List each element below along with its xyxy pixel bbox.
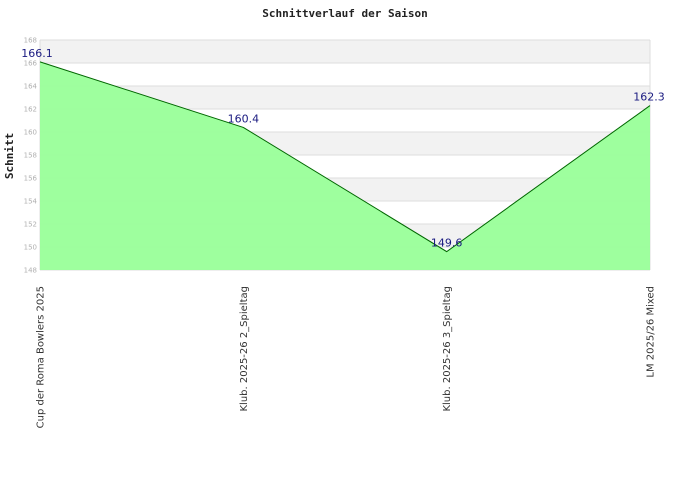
series-line [39, 61, 651, 253]
y-tick-label: 168 [24, 37, 37, 45]
data-labels: 166.1 160.4 149.6 162.3 [21, 47, 665, 250]
data-area [39, 61, 651, 270]
y-tick-label: 156 [24, 175, 38, 183]
x-tick-label: Cup der Roma Bowlers 2025 [36, 286, 47, 428]
data-label: 160.4 [228, 112, 260, 125]
y-tick-label: 158 [24, 152, 37, 160]
data-label: 162.3 [633, 91, 665, 104]
y-tick-label: 150 [24, 244, 37, 252]
y-tick-label: 148 [24, 267, 37, 275]
y-tick-label: 162 [24, 106, 37, 114]
plot-band [40, 40, 650, 63]
series-area [40, 61, 650, 270]
y-tick-label: 160 [24, 129, 37, 137]
y-tick-label: 152 [24, 221, 37, 229]
y-tick-label: 154 [24, 198, 38, 206]
plot-band [40, 63, 650, 86]
x-tick-labels: Cup der Roma Bowlers 2025 Klub. 2025-26 2… [36, 286, 657, 428]
plot-band [40, 86, 650, 109]
y-tick-label: 164 [24, 83, 38, 91]
chart-title: Schnittverlauf der Saison [262, 7, 428, 20]
data-label: 149.6 [431, 237, 463, 250]
x-tick-label: Klub. 2025-26 2_Spieltag [239, 286, 250, 412]
y-tick-labels: 148 150 152 154 156 158 160 162 164 166 168 [24, 37, 38, 275]
x-tick-label: LM 2025/26 Mixed [646, 286, 657, 378]
y-axis-label: Schnitt [3, 133, 16, 179]
y-tick-label: 166 [24, 60, 38, 68]
x-tick-label: Klub. 2025-26 3_Spieltag [442, 286, 453, 412]
data-label: 166.1 [21, 47, 53, 60]
